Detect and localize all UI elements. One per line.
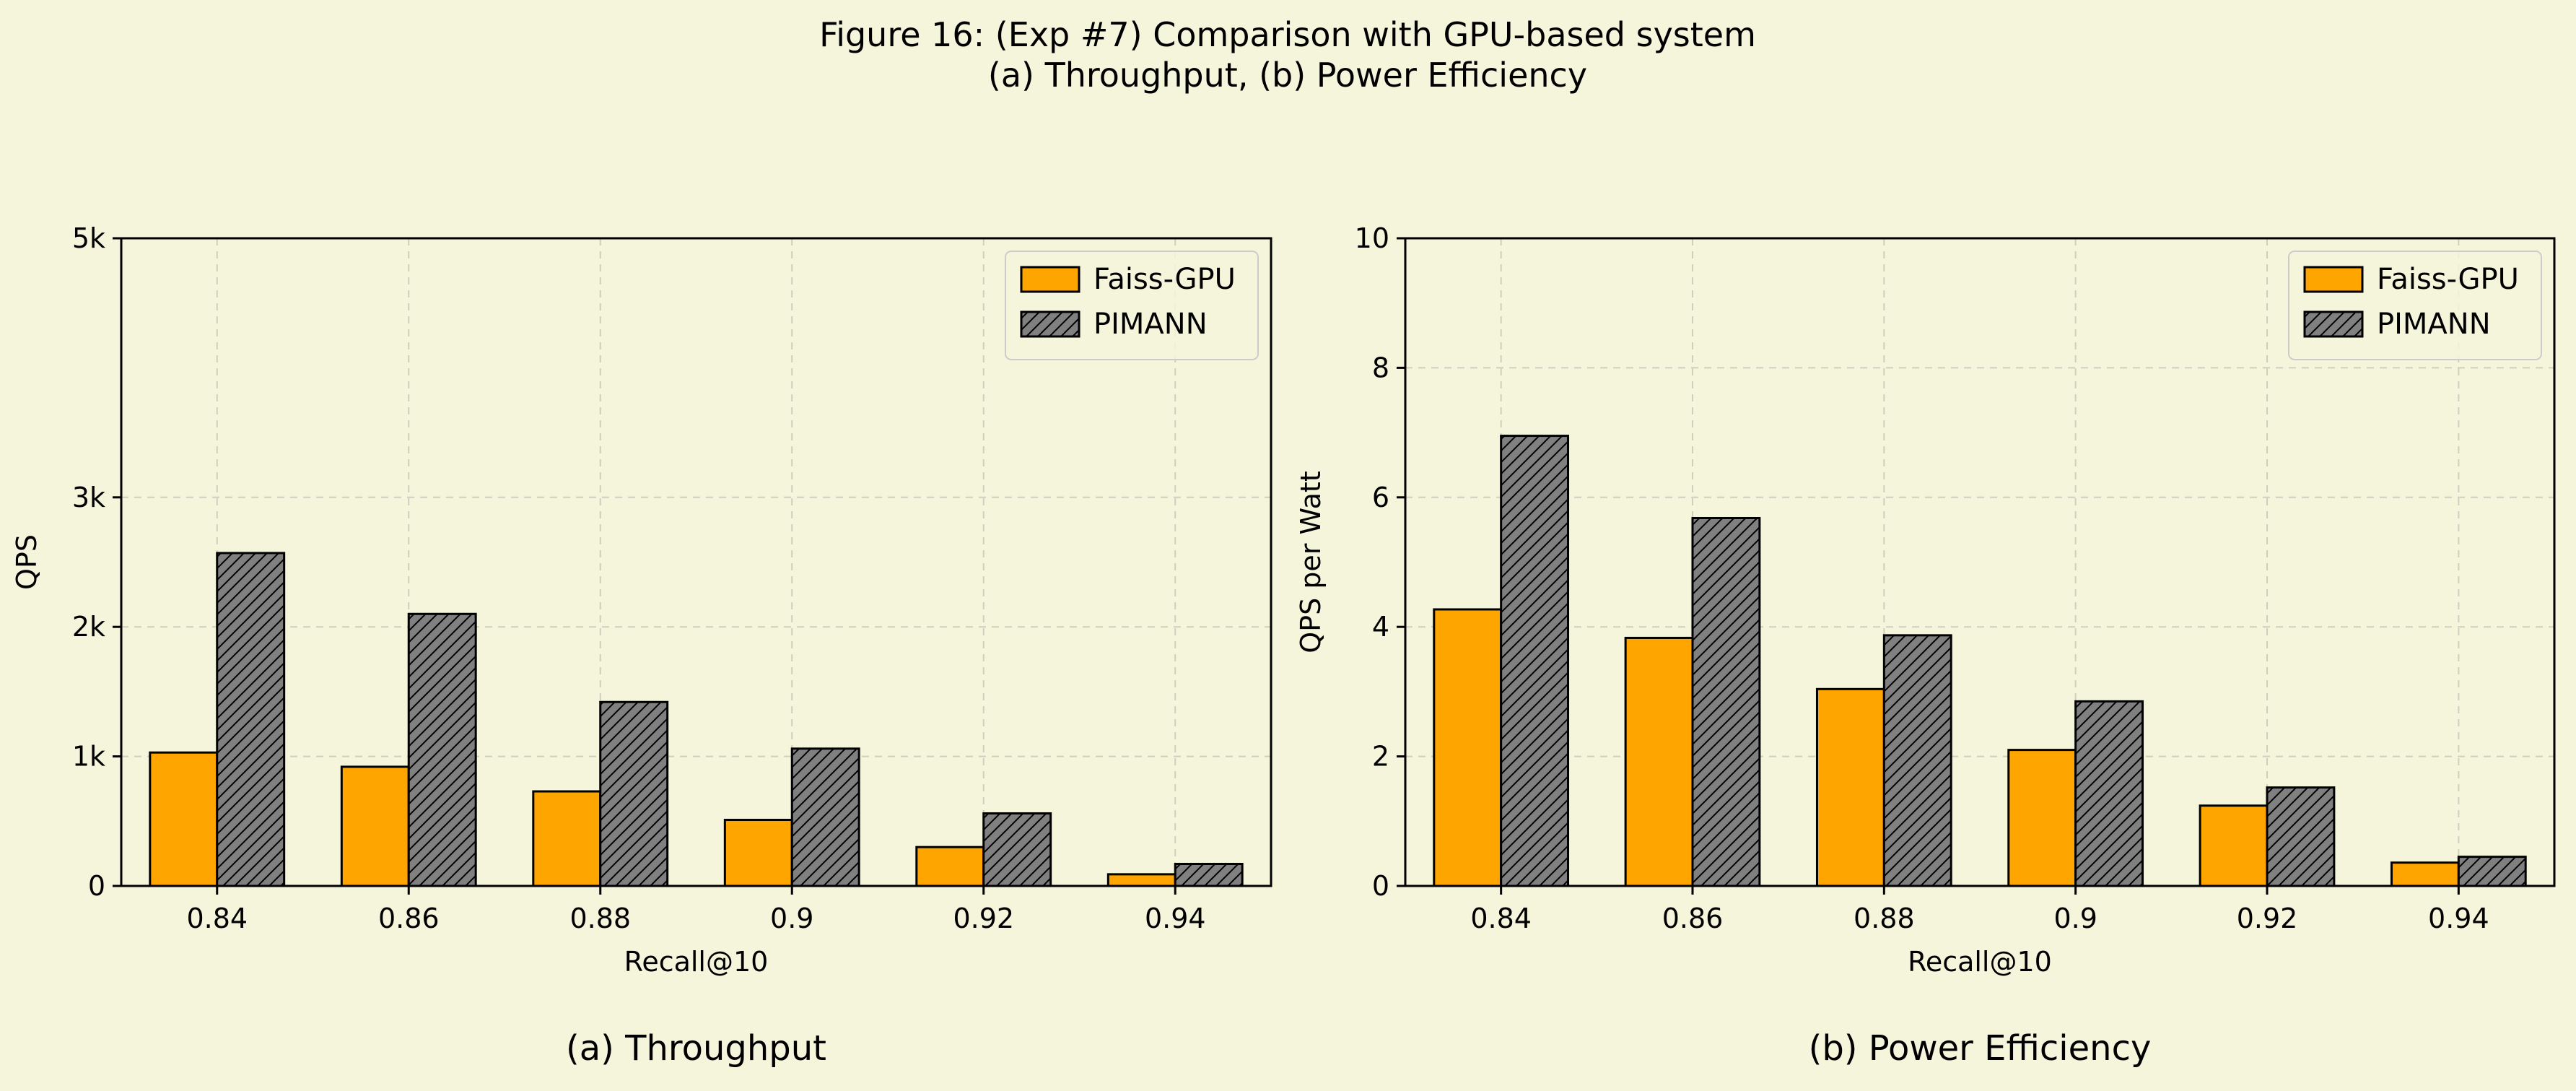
legend-label-pimann: PIMANN — [1093, 308, 1208, 341]
faiss-gpu-bar-0.86 — [340, 765, 410, 887]
y-tick-label: 4 — [1372, 611, 1389, 643]
pimann-bar-0.92 — [2266, 786, 2336, 887]
pimann-bar-0.86 — [407, 612, 477, 887]
pimann-bar-0.9 — [2074, 700, 2144, 887]
pimann-bar-0.94 — [2457, 856, 2527, 887]
legend-label-pimann: PIMANN — [2377, 308, 2491, 341]
legend-label-faiss-gpu: Faiss-GPU — [1093, 263, 1236, 296]
x-tick-label: 0.88 — [569, 903, 631, 934]
y-tick-label: 3k — [72, 482, 105, 513]
x-tick-label: 0.94 — [1145, 903, 1206, 934]
pimann-bar-0.86 — [1691, 517, 1761, 887]
y-tick-label: 5k — [72, 222, 105, 254]
faiss-gpu-bar-0.94 — [2390, 861, 2460, 887]
x-tick-label: 0.86 — [378, 903, 440, 934]
axes-frame — [1404, 237, 2556, 887]
legend-swatch-pimann — [2303, 310, 2364, 338]
y-tick-label: 2k — [72, 611, 105, 643]
x-axis-label: Recall@10 — [624, 946, 769, 978]
panel-caption: (a) Throughput — [566, 1028, 826, 1069]
faiss-gpu-bar-0.92 — [2199, 804, 2269, 887]
faiss-gpu-bar-0.9 — [2007, 749, 2077, 887]
faiss-gpu-bar-0.88 — [532, 790, 602, 887]
x-tick-label: 0.94 — [2428, 903, 2489, 934]
faiss-gpu-bar-0.84 — [149, 751, 219, 887]
axes-frame — [120, 237, 1272, 887]
x-tick-label: 0.92 — [953, 903, 1014, 934]
figure-title-line2: (a) Throughput, (b) Power Efficiency — [988, 56, 1587, 95]
panel-caption: (b) Power Efficiency — [1809, 1028, 2152, 1069]
legend-swatch-faiss-gpu — [1020, 266, 1080, 293]
legend-swatch-pimann — [1020, 310, 1080, 338]
y-tick-label: 1k — [72, 741, 105, 773]
x-tick-label: 0.92 — [2237, 903, 2298, 934]
y-tick-label: 6 — [1372, 482, 1389, 513]
x-tick-label: 0.84 — [1470, 903, 1532, 934]
y-tick-label: 2 — [1372, 741, 1389, 773]
figure-title-line1: Figure 16: (Exp #7) Comparison with GPU-… — [819, 15, 1756, 54]
faiss-gpu-bar-0.86 — [1624, 636, 1694, 887]
pimann-bar-0.88 — [599, 700, 669, 887]
pimann-bar-0.9 — [790, 747, 860, 887]
faiss-gpu-bar-0.84 — [1433, 608, 1503, 887]
legend-label-faiss-gpu: Faiss-GPU — [2377, 263, 2519, 296]
x-tick-label: 0.84 — [186, 903, 248, 934]
x-tick-label: 0.9 — [2053, 903, 2097, 934]
x-tick-label: 0.86 — [1662, 903, 1724, 934]
throughput-chart: 0 1k 2k 3k 5k 0.84 0.86 0.88 0.9 0.92 0.94 Recall@1… — [11, 222, 1272, 1069]
x-tick-label: 0.88 — [1854, 903, 1915, 934]
pimann-bar-0.94 — [1174, 863, 1244, 887]
x-axis-label: Recall@10 — [1908, 946, 2052, 978]
faiss-gpu-bar-0.88 — [1815, 687, 1885, 887]
faiss-gpu-bar-0.92 — [915, 846, 985, 887]
pimann-bar-0.84 — [216, 552, 286, 887]
y-tick-label: 0 — [1372, 870, 1389, 902]
y-axis-label: QPS — [11, 534, 43, 590]
faiss-gpu-bar-0.9 — [723, 819, 793, 887]
power-efficiency-chart: 0 2 4 6 8 10 0.84 0.86 0.88 0.9 0.92 0.94 Recall@10 Q… — [1295, 222, 2556, 1069]
x-tick-label: 0.9 — [770, 903, 813, 934]
y-tick-label: 8 — [1372, 352, 1389, 383]
legend-swatch-faiss-gpu — [2303, 266, 2364, 293]
pimann-bar-0.88 — [1882, 634, 1952, 887]
pimann-bar-0.84 — [1500, 435, 1570, 887]
y-tick-label: 10 — [1355, 222, 1389, 254]
pimann-bar-0.92 — [982, 812, 1052, 887]
y-axis-label: QPS per Watt — [1295, 471, 1327, 653]
faiss-gpu-bar-0.94 — [1106, 873, 1176, 887]
y-tick-label: 0 — [88, 870, 105, 902]
